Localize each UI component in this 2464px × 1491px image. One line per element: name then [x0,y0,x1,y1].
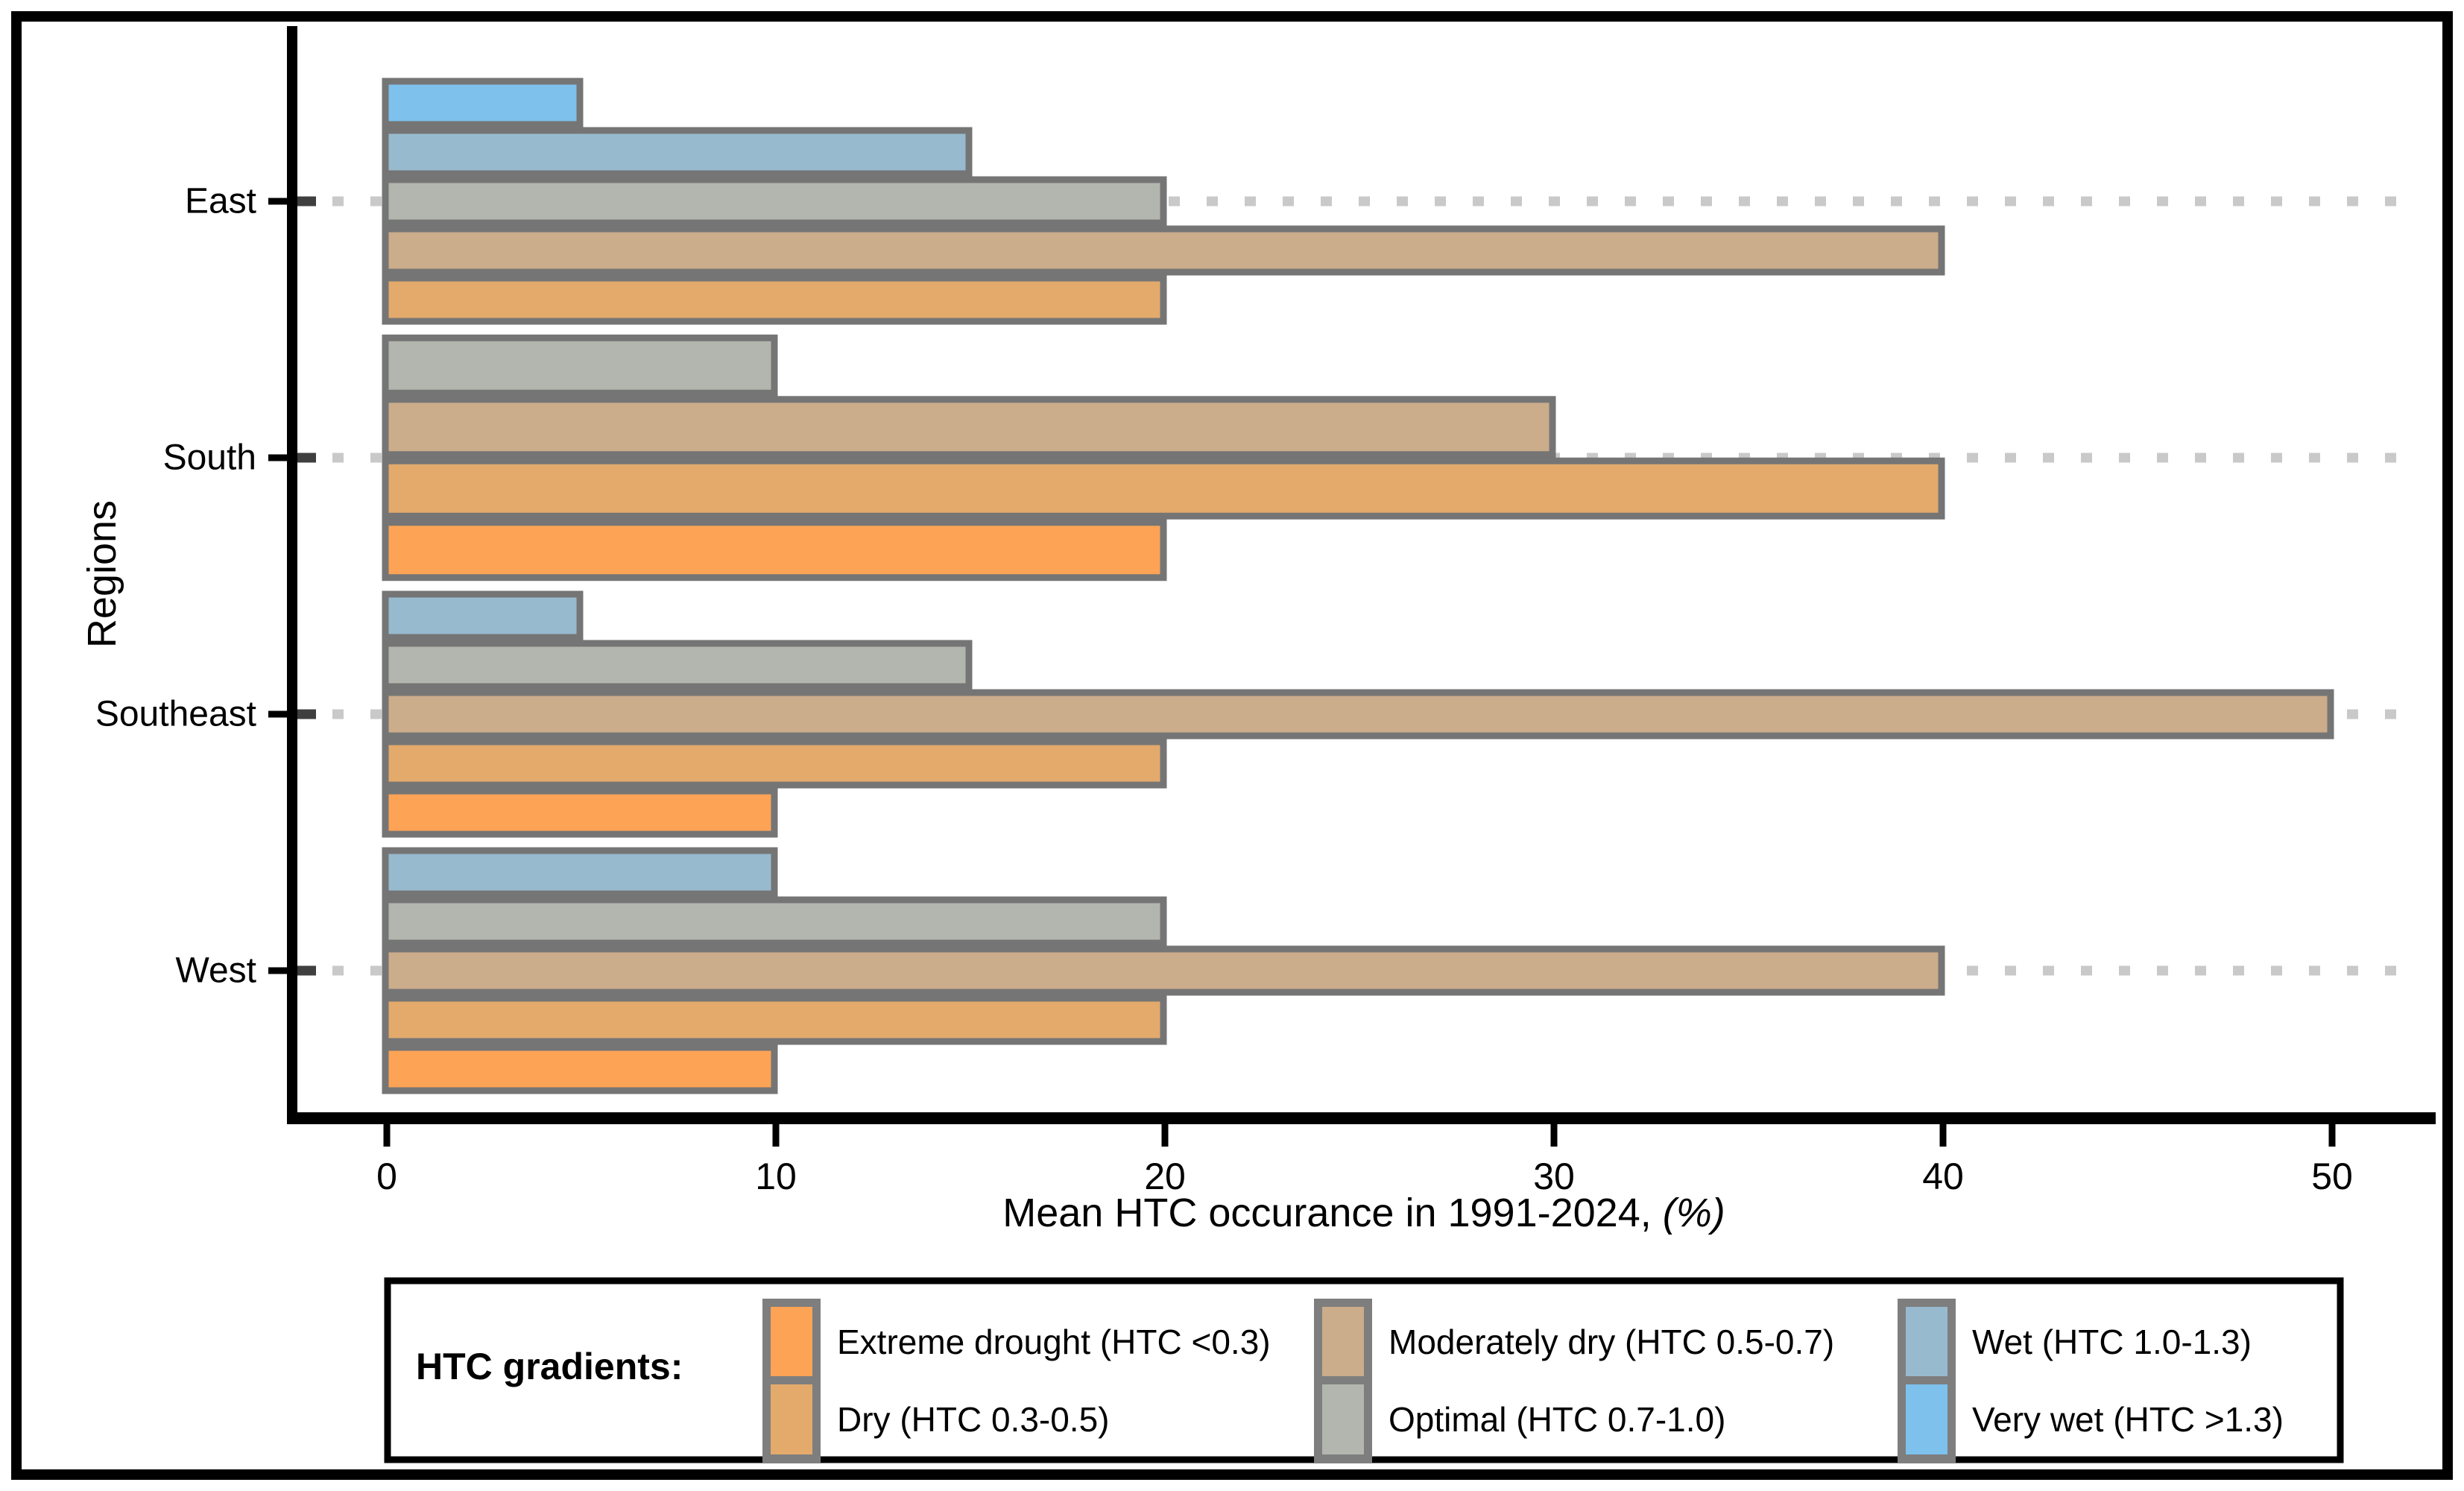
bar-east-optimal [382,176,1167,227]
legend-key-dry [771,1384,812,1454]
bar-southeast-extreme_drought [382,787,778,838]
legend-title: HTC gradients: [416,1346,683,1387]
bar-southeast-moderately_dry [382,689,2334,740]
figure-border [11,11,2453,1480]
x-tick-label-40: 40 [1922,1156,1964,1197]
bar-east-very_wet [382,78,584,128]
x-axis-title: Mean HTC occurance in 1991-2024, (%) [1002,1191,1725,1235]
bar-east-wet [382,127,973,177]
legend-items: Extreme drought (HTC <0.3) Dry (HTC 0.3-0… [762,1299,2284,1463]
x-axis-title-unit: (%) [1663,1191,1725,1235]
legend: HTC gradients: Extreme drought (HTC <0.3… [384,1277,2344,1463]
legend-label-wet: Wet (HTC 1.0-1.3) [1972,1323,2252,1361]
x-tick-label-0: 0 [376,1156,397,1197]
x-axis-title-main: Mean HTC occurance in 1991-2024, [1002,1191,1663,1235]
bar-west-optimal [382,896,1167,947]
bar-west-extreme_drought [382,1044,778,1094]
bar-south-extreme_drought [382,519,1167,581]
x-tick-label-20: 20 [1144,1156,1186,1197]
legend-label-moderately_dry: Moderately dry (HTC 0.5-0.7) [1389,1323,1834,1361]
legend-label-extreme_drought: Extreme drought (HTC <0.3) [837,1323,1271,1361]
bar-west-moderately_dry [382,945,1945,996]
bar-southeast-dry [382,738,1167,789]
tick-layer: 0 10 20 30 40 50 East South Southeast West [95,182,2353,1198]
x-tick-label-30: 30 [1533,1156,1575,1197]
axis-layer [287,26,2436,1124]
bar-southeast-wet [382,590,584,641]
legend-label-dry: Dry (HTC 0.3-0.5) [837,1400,1109,1439]
bar-south-optimal [382,334,778,397]
y-tick-label-west: West [176,951,256,991]
legend-key-extreme_drought [771,1307,812,1377]
y-tick-label-southeast: Southeast [95,695,256,734]
x-tick-label-50: 50 [2311,1156,2353,1197]
bar-layer [382,78,2334,1094]
bar-east-moderately_dry [382,225,1945,276]
bar-east-dry [382,274,1167,325]
legend-key-optimal [1322,1384,1364,1454]
x-tick-label-10: 10 [755,1156,797,1197]
bar-south-dry [382,457,1945,520]
bar-south-moderately_dry [382,396,1556,458]
legend-key-moderately_dry [1322,1307,1364,1377]
bar-west-wet [382,847,778,898]
y-tick-label-east: East [185,182,256,221]
y-tick-label-south: South [163,438,256,478]
bar-southeast-optimal [382,640,973,690]
legend-label-optimal: Optimal (HTC 0.7-1.0) [1389,1400,1725,1439]
legend-key-wet [1906,1307,1947,1377]
y-axis-title: Regions [80,500,124,648]
legend-key-very_wet [1906,1384,1947,1454]
legend-label-very_wet: Very wet (HTC >1.3) [1972,1400,2284,1439]
bar-west-dry [382,994,1167,1045]
